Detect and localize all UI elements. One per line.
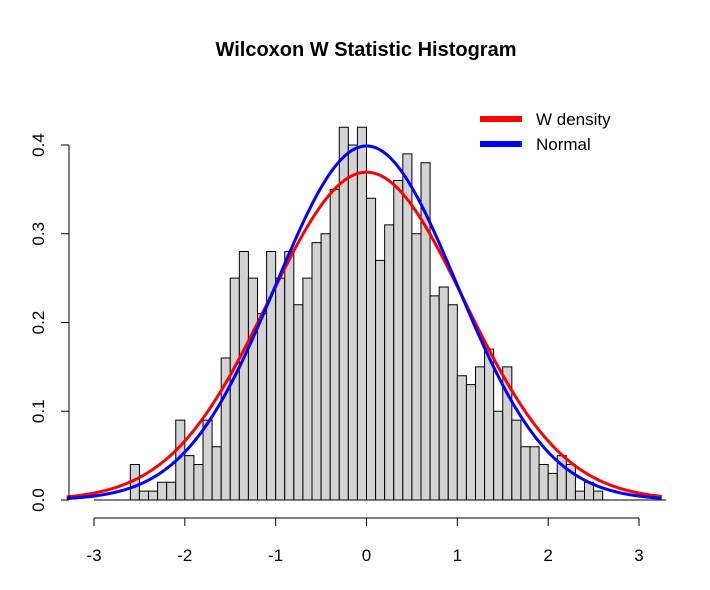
histogram-bar [193, 464, 204, 501]
histogram-bar [411, 233, 422, 501]
histogram-bars [94, 126, 667, 501]
histogram-bar [529, 446, 540, 501]
x-axis: -3 -2 -1 0 1 2 3 [86, 517, 644, 565]
histogram-bar [247, 277, 259, 501]
y-tick-label: 0.3 [29, 222, 48, 246]
histogram-bar [166, 481, 177, 501]
y-tick-label: 0.2 [29, 311, 48, 335]
histogram-bar [520, 446, 531, 501]
x-tick-label: 2 [543, 546, 552, 565]
histogram-bar [257, 313, 268, 501]
histogram-bar [538, 464, 549, 501]
histogram-bar [148, 490, 159, 501]
histogram-bar [356, 126, 367, 501]
legend-label: W density [536, 110, 611, 129]
histogram-bar [511, 419, 522, 501]
histogram-bar [284, 251, 295, 501]
x-tick-label: 1 [453, 546, 462, 565]
histogram-bar [329, 188, 340, 501]
y-tick-label: 0.4 [29, 133, 48, 157]
x-tick-label: -3 [86, 546, 101, 565]
y-axis: 0.0 0.1 0.2 0.3 0.4 [29, 133, 70, 512]
histogram-bar [320, 233, 331, 501]
legend-label: Normal [536, 135, 591, 154]
legend: W density Normal [480, 110, 611, 154]
x-tick-label: 3 [634, 546, 643, 565]
histogram-bar [184, 455, 195, 501]
x-tick-label: -1 [268, 546, 283, 565]
x-tick-label: 0 [362, 546, 371, 565]
y-tick-label: 0.1 [29, 399, 48, 423]
histogram-bar [493, 410, 504, 501]
histogram-bar [547, 472, 558, 501]
histogram-bar [238, 251, 249, 501]
histogram-bar [393, 180, 404, 501]
histogram-bar [293, 304, 304, 501]
histogram-bar [465, 384, 476, 501]
histogram-bar [366, 197, 377, 501]
histogram-bar [375, 259, 386, 501]
histogram-bar [138, 490, 150, 501]
w-density-curve [66, 170, 662, 499]
histogram-bar [565, 464, 576, 501]
histogram-bar [475, 366, 486, 501]
chart-title: Wilcoxon W Statistic Histogram [216, 39, 517, 61]
histogram-bar [202, 419, 213, 501]
density-curves [66, 144, 662, 500]
histogram-bar [456, 375, 467, 501]
histogram-bar [157, 481, 168, 501]
x-tick-label: -2 [177, 546, 192, 565]
histogram-bar [275, 277, 286, 501]
histogram-bar [229, 277, 240, 501]
histogram-bar [438, 286, 449, 501]
histogram-bar [447, 304, 458, 501]
histogram-bar [347, 144, 358, 501]
histogram-bar [593, 490, 604, 501]
histogram-bar [484, 348, 495, 501]
histogram-bar [574, 490, 586, 501]
histogram-bar [311, 242, 322, 501]
histogram-bar [211, 446, 222, 501]
y-tick-label: 0.0 [29, 488, 48, 512]
histogram-bar [302, 277, 313, 501]
normal-curve [66, 144, 662, 500]
histogram-bar [384, 224, 395, 501]
histogram-bar [429, 295, 440, 501]
